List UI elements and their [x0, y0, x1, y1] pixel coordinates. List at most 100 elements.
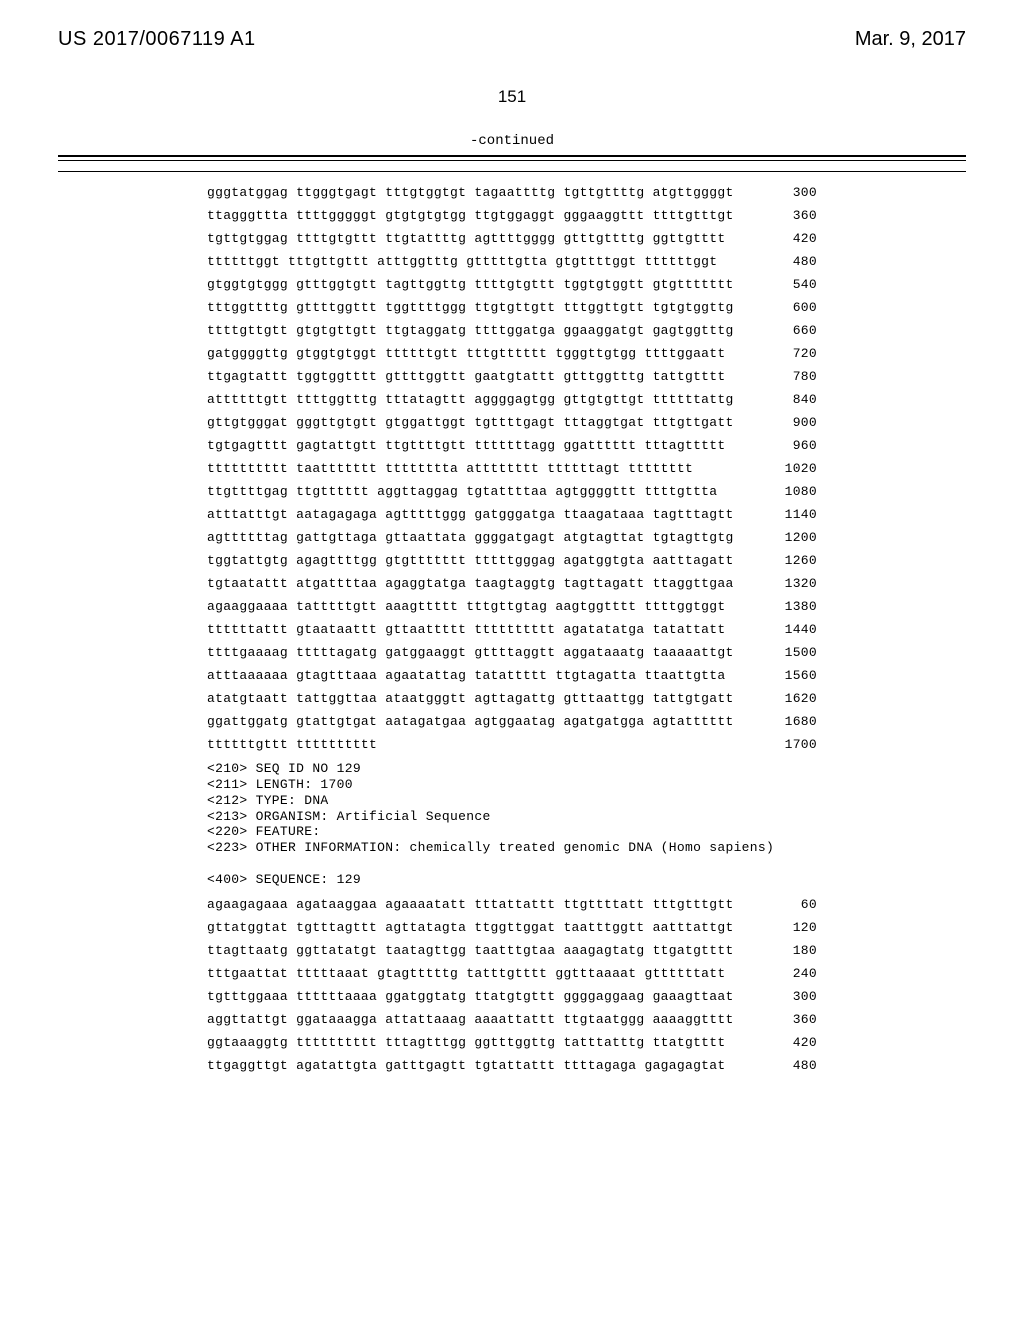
sequence-row: tgtgagtttt gagtattgtt ttgttttgtt ttttttt…: [207, 439, 817, 452]
sequence-row: atttaaaaaa gtagtttaaa agaatattag tatattt…: [207, 669, 817, 682]
sequence-row: ttttttggt tttgttgttt atttggtttg gtttttgt…: [207, 255, 817, 268]
sequence-position: 1260: [769, 554, 817, 567]
sequence-bases: ttttttattt gtaataattt gttaattttt ttttttt…: [207, 623, 725, 636]
sequence-position: 120: [769, 921, 817, 934]
sequence-row: tgttgtggag ttttgtgttt ttgtattttg agttttg…: [207, 232, 817, 245]
continued-label: -continued: [0, 133, 1024, 149]
sequence-row: gttgtgggat gggttgtgtt gtggattggt tgttttg…: [207, 416, 817, 429]
sequence-row: tgtaatattt atgattttaa agaggtatga taagtag…: [207, 577, 817, 590]
sequence-position: 600: [769, 301, 817, 314]
page-number: 151: [0, 87, 1024, 107]
sequence-position: 1700: [769, 738, 817, 751]
sequence-position: 900: [769, 416, 817, 429]
sequence-bases: tttgaattat tttttaaat gtagtttttg tatttgtt…: [207, 967, 725, 980]
sequence-bases: gtggtgtggg gtttggtgtt tagttggttg ttttgtg…: [207, 278, 734, 291]
sequence-bases: tgtgagtttt gagtattgtt ttgttttgtt ttttttt…: [207, 439, 725, 452]
sequence-position: 1680: [769, 715, 817, 728]
sequence-position: 1500: [769, 646, 817, 659]
rule-group-inner: [58, 171, 966, 172]
sequence-bases: tttggttttg gttttggttt tggttttggg ttgtgtt…: [207, 301, 734, 314]
sequence-metadata: <210> SEQ ID NO 129 <211> LENGTH: 1700 <…: [207, 761, 817, 888]
sequence-bases: agaaggaaaa tatttttgtt aaagttttt tttgttgt…: [207, 600, 725, 613]
sequence-position: 480: [769, 1059, 817, 1072]
sequence-row: gtggtgtggg gtttggtgtt tagttggttg ttttgtg…: [207, 278, 817, 291]
sequence-row: ttgagtattt tggtggtttt gttttggttt gaatgta…: [207, 370, 817, 383]
sequence-position: 420: [769, 232, 817, 245]
sequence-row: ttgttttgag ttgtttttt aggttaggag tgtatttt…: [207, 485, 817, 498]
sequence-bases: ggattggatg gtattgtgat aatagatgaa agtggaa…: [207, 715, 734, 728]
sequence-bases: ttagttaatg ggttatatgt taatagttgg taatttg…: [207, 944, 734, 957]
sequence-bases: tgttgtggag ttttgtgttt ttgtattttg agttttg…: [207, 232, 725, 245]
sequence-row: ggtaaaggtg tttttttttt tttagtttgg ggtttgg…: [207, 1036, 817, 1049]
sequence-position: 1320: [769, 577, 817, 590]
sequence-bases: ttttgaaaag tttttagatg gatggaaggt gttttag…: [207, 646, 734, 659]
sequence-bases: tttttttttt taattttttt tttttttta attttttt…: [207, 462, 693, 475]
sequence-row: tgtttggaaa ttttttaaaa ggatggtatg ttatgtg…: [207, 990, 817, 1003]
sequence-row: attttttgtt ttttggtttg tttatagttt aggggag…: [207, 393, 817, 406]
sequence-bases: agttttttag gattgttaga gttaattata ggggatg…: [207, 531, 734, 544]
sequence-position: 300: [769, 990, 817, 1003]
sequence-bases: ttagggttta ttttgggggt gtgtgtgtgg ttgtgga…: [207, 209, 734, 222]
sequence-bases: atttatttgt aatagagaga agtttttggg gatggga…: [207, 508, 734, 521]
sequence-bases: atttaaaaaa gtagtttaaa agaatattag tatattt…: [207, 669, 725, 682]
sequence-bases: ttttttggt tttgttgttt atttggtttg gtttttgt…: [207, 255, 717, 268]
sequence-row: tttttttttt taattttttt tttttttta attttttt…: [207, 462, 817, 475]
sequence-position: 420: [769, 1036, 817, 1049]
sequence-position: 540: [769, 278, 817, 291]
sequence-row: agaaggaaaa tatttttgtt aaagttttt tttgttgt…: [207, 600, 817, 613]
sequence-row: ttagggttta ttttgggggt gtgtgtgtgg ttgtgga…: [207, 209, 817, 222]
sequence-block-2: agaagagaaa agataaggaa agaaaatatt tttatta…: [207, 898, 817, 1072]
sequence-position: 1020: [769, 462, 817, 475]
sequence-bases: tgtaatattt atgattttaa agaggtatga taagtag…: [207, 577, 734, 590]
sequence-row: ttgaggttgt agatattgta gatttgagtt tgtatta…: [207, 1059, 817, 1072]
sequence-row: aggttattgt ggataaagga attattaaag aaaatta…: [207, 1013, 817, 1026]
publication-date: Mar. 9, 2017: [855, 28, 966, 51]
sequence-bases: tggtattgtg agagttttgg gtgttttttt tttttgg…: [207, 554, 734, 567]
sequence-position: 1620: [769, 692, 817, 705]
sequence-row: ttttgttgtt gtgtgttgtt ttgtaggatg ttttgga…: [207, 324, 817, 337]
sequence-bases: gggtatggag ttgggtgagt tttgtggtgt tagaatt…: [207, 186, 734, 199]
sequence-row: ttagttaatg ggttatatgt taatagttgg taatttg…: [207, 944, 817, 957]
sequence-bases: ttgaggttgt agatattgta gatttgagtt tgtatta…: [207, 1059, 725, 1072]
sequence-bases: attttttgtt ttttggtttg tttatagttt aggggag…: [207, 393, 734, 406]
sequence-position: 960: [769, 439, 817, 452]
sequence-bases: ttttgttgtt gtgtgttgtt ttgtaggatg ttttgga…: [207, 324, 734, 337]
sequence-row: ggattggatg gtattgtgat aatagatgaa agtggaa…: [207, 715, 817, 728]
sequence-row: gatggggttg gtggtgtggt ttttttgtt tttgtttt…: [207, 347, 817, 360]
sequence-bases: gttatggtat tgtttagttt agttatagta ttggttg…: [207, 921, 734, 934]
sequence-position: 180: [769, 944, 817, 957]
sequence-position: 720: [769, 347, 817, 360]
sequence-position: 60: [769, 898, 817, 911]
sequence-position: 840: [769, 393, 817, 406]
sequence-row: ttttttattt gtaataattt gttaattttt ttttttt…: [207, 623, 817, 636]
sequence-row: atatgtaatt tattggttaa ataatgggtt agttaga…: [207, 692, 817, 705]
sequence-bases: ttgagtattt tggtggtttt gttttggttt gaatgta…: [207, 370, 725, 383]
sequence-position: 1380: [769, 600, 817, 613]
sequence-bases: atatgtaatt tattggttaa ataatgggtt agttaga…: [207, 692, 734, 705]
sequence-position: 1200: [769, 531, 817, 544]
sequence-position: 1080: [769, 485, 817, 498]
sequence-position: 360: [769, 209, 817, 222]
sequence-bases: ttttttgttt tttttttttt: [207, 738, 377, 751]
sequence-position: 300: [769, 186, 817, 199]
sequence-position: 660: [769, 324, 817, 337]
sequence-position: 780: [769, 370, 817, 383]
sequence-bases: gttgtgggat gggttgtgtt gtggattggt tgttttg…: [207, 416, 734, 429]
sequence-row: agaagagaaa agataaggaa agaaaatatt tttatta…: [207, 898, 817, 911]
sequence-position: 480: [769, 255, 817, 268]
sequence-bases: ggtaaaggtg tttttttttt tttagtttgg ggtttgg…: [207, 1036, 725, 1049]
sequence-row: gggtatggag ttgggtgagt tttgtggtgt tagaatt…: [207, 186, 817, 199]
sequence-row: gttatggtat tgtttagttt agttatagta ttggttg…: [207, 921, 817, 934]
sequence-row: atttatttgt aatagagaga agtttttggg gatggga…: [207, 508, 817, 521]
sequence-bases: gatggggttg gtggtgtggt ttttttgtt tttgtttt…: [207, 347, 725, 360]
sequence-position: 240: [769, 967, 817, 980]
sequence-row: ttttttgttt tttttttttt 1700: [207, 738, 817, 751]
sequence-block-1: gggtatggag ttgggtgagt tttgtggtgt tagaatt…: [207, 186, 817, 751]
sequence-position: 360: [769, 1013, 817, 1026]
publication-number: US 2017/0067119 A1: [58, 28, 256, 51]
sequence-row: tttgaattat tttttaaat gtagtttttg tatttgtt…: [207, 967, 817, 980]
sequence-position: 1560: [769, 669, 817, 682]
sequence-bases: agaagagaaa agataaggaa agaaaatatt tttatta…: [207, 898, 734, 911]
sequence-row: ttttgaaaag tttttagatg gatggaaggt gttttag…: [207, 646, 817, 659]
sequence-bases: tgtttggaaa ttttttaaaa ggatggtatg ttatgtg…: [207, 990, 734, 1003]
